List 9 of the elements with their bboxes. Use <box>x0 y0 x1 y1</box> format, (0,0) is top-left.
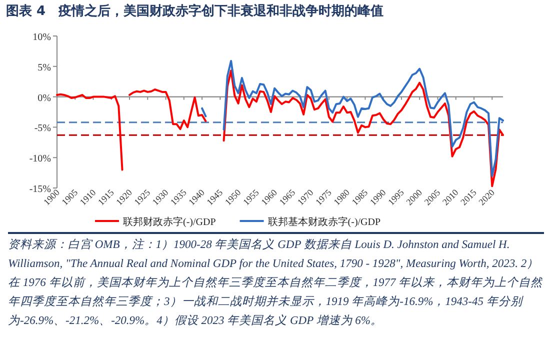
y-tick-label: -5% <box>34 123 51 134</box>
legend-label: 联邦基本财政赤字(-)/GDP <box>268 216 381 228</box>
y-tick-label: 5% <box>38 62 51 74</box>
legend-label: 联邦财政赤字(-)/GDP <box>123 216 216 228</box>
text: 资料来源：白宫 OMB，注：1）1900-28 年美国名义 GDP 数据来自 Louis D. Johnston and Samuel H. Williamson, "The Annual Real and Nominal GDP for the United States, 1790 - 1928", Measuring Worth, 2023. 2）在 1976 年以前，美国本财年为上个自然年三季度至本自然年二季度，1977 年以来，本财年为上个自然年四季度至本自然年三季度；3）一战和二战时期并未显示，1919 年高峰为-16.9%，1943-45 年分别为-26.9%、-21.2%、-20.9%。4）假设 2023 年美国名义 GDP 增速为 6%。 <box>8 237 544 329</box>
y-tick-label: 0% <box>38 92 51 104</box>
y-tick-label: 10% <box>32 32 51 43</box>
y-tick-label: -10% <box>29 154 51 165</box>
chart-title: 图表 4 疫情之后，美国财政赤字创下非衰退和非战争时期的峰值 <box>6 2 384 20</box>
